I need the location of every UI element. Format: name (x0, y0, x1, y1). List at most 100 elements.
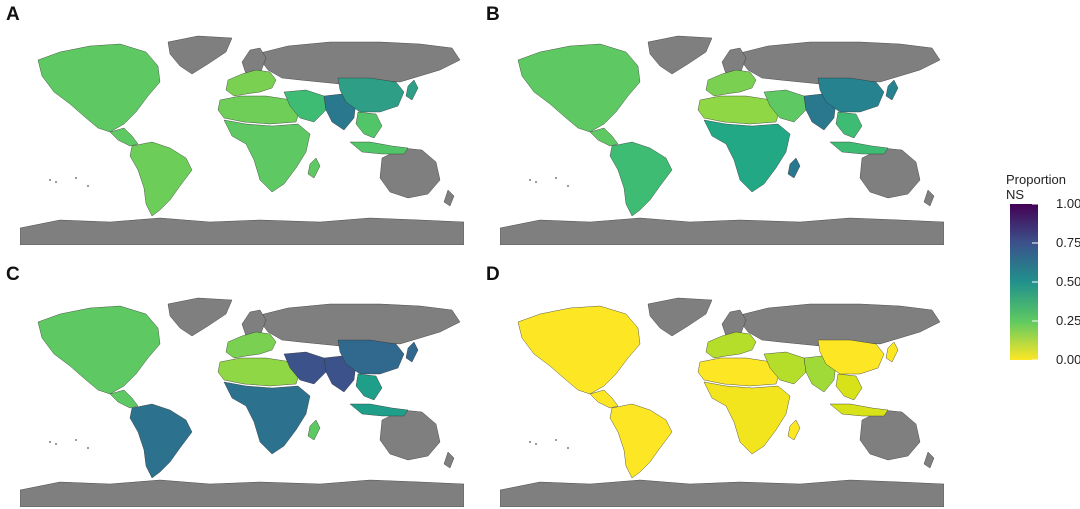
map-panel-a (20, 30, 464, 245)
country-east-asia (817, 339, 885, 375)
country-north-america (37, 305, 161, 395)
country-north-america (517, 43, 641, 133)
country-australia (379, 147, 441, 199)
country-greenland (647, 297, 713, 337)
country-indonesia (829, 403, 889, 417)
country-sub-saharan-africa (223, 119, 311, 193)
country-greenland (167, 35, 233, 75)
country-europe (705, 331, 757, 359)
island (529, 441, 531, 443)
island (87, 447, 89, 449)
country-middle-east (283, 89, 327, 123)
country-east-asia (337, 77, 405, 113)
country-southeast-asia (355, 373, 383, 401)
country-middle-east (283, 351, 327, 385)
country-russia (255, 303, 461, 347)
country-north-africa (217, 357, 301, 387)
country-indonesia (349, 141, 409, 155)
country-antarctica (20, 217, 464, 245)
country-europe (705, 69, 757, 97)
legend-tick-label: 0.75 (1056, 235, 1080, 250)
country-indonesia (829, 141, 889, 155)
country-north-africa (217, 95, 301, 125)
country-indonesia (349, 403, 409, 417)
country-new-zealand (443, 451, 455, 469)
world-map-a (20, 35, 464, 245)
country-russia (255, 41, 461, 85)
island (75, 439, 77, 441)
country-madagascar (787, 157, 801, 179)
country-southeast-asia (835, 373, 863, 401)
legend-tick-label: 0.50 (1056, 274, 1080, 289)
country-east-asia (337, 339, 405, 375)
country-japan (405, 79, 419, 101)
island (49, 441, 51, 443)
world-map-d (500, 297, 944, 507)
legend-colorbar (1010, 203, 1038, 361)
legend-title: Proportion NS (1006, 172, 1066, 202)
country-greenland (167, 297, 233, 337)
country-japan (885, 341, 899, 363)
country-east-asia (817, 77, 885, 113)
country-north-africa (697, 357, 781, 387)
country-japan (885, 79, 899, 101)
country-north-africa (697, 95, 781, 125)
country-middle-east (763, 89, 807, 123)
island (49, 179, 51, 181)
country-central-america (589, 389, 619, 409)
country-madagascar (787, 419, 801, 441)
country-new-zealand (923, 451, 935, 469)
island (75, 177, 77, 179)
country-antarctica (500, 479, 944, 507)
island (555, 439, 557, 441)
legend-tick-label: 0.00 (1056, 352, 1080, 367)
panel-label-d: D (486, 264, 500, 285)
map-panel-b (500, 30, 944, 245)
country-southeast-asia (355, 111, 383, 139)
country-sub-saharan-africa (703, 381, 791, 455)
country-sub-saharan-africa (223, 381, 311, 455)
country-central-america (109, 127, 139, 147)
country-south-america (129, 141, 193, 217)
country-central-america (109, 389, 139, 409)
country-australia (859, 409, 921, 461)
country-south-america (129, 403, 193, 479)
country-madagascar (307, 419, 321, 441)
island (567, 185, 569, 187)
island (55, 443, 57, 445)
island (529, 179, 531, 181)
world-map-c (20, 297, 464, 507)
legend-tick-label: 1.00 (1056, 196, 1080, 211)
panel-label-a: A (6, 4, 20, 25)
world-map-b (500, 35, 944, 245)
country-sub-saharan-africa (703, 119, 791, 193)
country-australia (859, 147, 921, 199)
country-europe (225, 69, 277, 97)
country-europe (225, 331, 277, 359)
country-new-zealand (443, 189, 455, 207)
panel-label-c: C (6, 264, 20, 285)
country-south-america (609, 403, 673, 479)
island (535, 443, 537, 445)
island (555, 177, 557, 179)
country-australia (379, 409, 441, 461)
country-southeast-asia (835, 111, 863, 139)
country-russia (735, 41, 941, 85)
country-greenland (647, 35, 713, 75)
island (55, 181, 57, 183)
map-panel-d (500, 292, 944, 507)
legend-tick-label: 0.25 (1056, 313, 1080, 328)
island (87, 185, 89, 187)
panel-label-b: B (486, 4, 500, 25)
island (567, 447, 569, 449)
country-russia (735, 303, 941, 347)
country-central-america (589, 127, 619, 147)
country-north-america (37, 43, 161, 133)
country-north-america (517, 305, 641, 395)
country-antarctica (500, 217, 944, 245)
country-japan (405, 341, 419, 363)
map-panel-c (20, 292, 464, 507)
island (535, 181, 537, 183)
country-south-america (609, 141, 673, 217)
country-new-zealand (923, 189, 935, 207)
